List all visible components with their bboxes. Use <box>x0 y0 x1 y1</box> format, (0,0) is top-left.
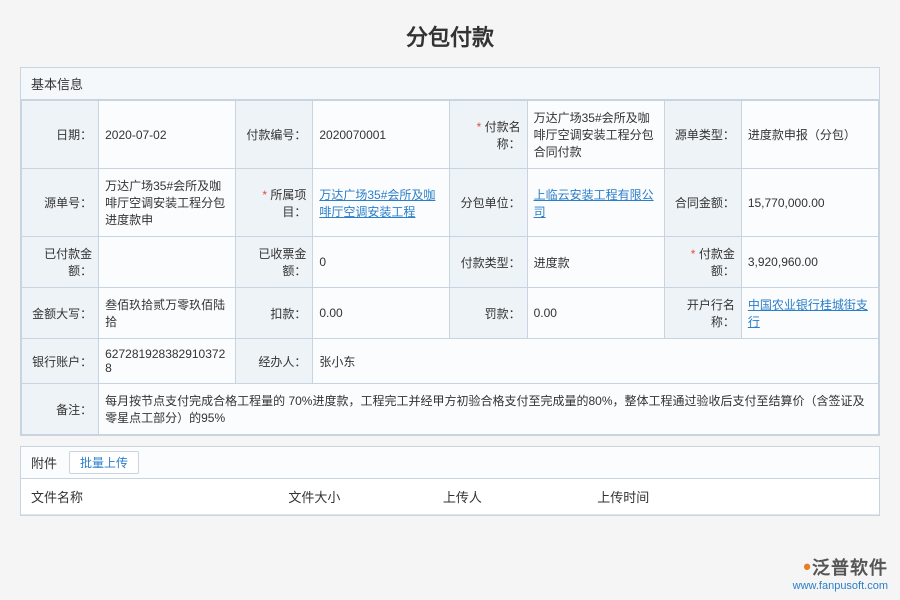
label-bank-name: 开户行名称： <box>664 288 741 339</box>
col-file-size: 文件大小 <box>278 479 432 515</box>
col-upload-time: 上传时间 <box>587 479 879 515</box>
col-uploader: 上传人 <box>433 479 587 515</box>
value-sub-unit[interactable]: 上临云安装工程有限公司 <box>527 169 664 237</box>
label-pay-name: 付款名称： <box>450 101 527 169</box>
value-remark: 每月按节点支付完成合格工程量的 70%进度款，工程完工并经甲方初验合格支付至完成… <box>99 384 879 435</box>
label-bank-acct: 银行账户： <box>22 339 99 384</box>
value-project[interactable]: 万达广场35#会所及咖啡厅空调安装工程 <box>313 169 450 237</box>
value-pay-no: 2020070001 <box>313 101 450 169</box>
label-penalty: 罚款： <box>450 288 527 339</box>
value-penalty: 0.00 <box>527 288 664 339</box>
label-handler: 经办人： <box>236 339 313 384</box>
label-project: 所属项目： <box>236 169 313 237</box>
label-date: 日期： <box>22 101 99 169</box>
label-pay-amt: 付款金额： <box>664 237 741 288</box>
value-deduct: 0.00 <box>313 288 450 339</box>
value-src-no: 万达广场35#会所及咖啡厅空调安装工程分包进度款申 <box>99 169 236 237</box>
basic-info-panel: 基本信息 日期： 2020-07-02 付款编号： 2020070001 付款名… <box>20 67 880 436</box>
value-contract-amt: 15,770,000.00 <box>741 169 878 237</box>
label-remark: 备注： <box>22 384 99 435</box>
label-deduct: 扣款： <box>236 288 313 339</box>
watermark-brand: •泛普软件 <box>793 554 888 580</box>
value-paid-amt <box>99 237 236 288</box>
watermark: •泛普软件 www.fanpusoft.com <box>793 554 888 592</box>
label-invoiced-amt: 已收票金额： <box>236 237 313 288</box>
label-sub-unit: 分包单位： <box>450 169 527 237</box>
basic-info-heading: 基本信息 <box>21 68 879 100</box>
label-src-no: 源单号： <box>22 169 99 237</box>
attachment-table: 文件名称 文件大小 上传人 上传时间 <box>21 479 879 515</box>
label-pay-no: 付款编号： <box>236 101 313 169</box>
attachment-heading: 附件 批量上传 <box>21 447 879 479</box>
label-paid-amt: 已付款金额： <box>22 237 99 288</box>
value-date: 2020-07-02 <box>99 101 236 169</box>
value-invoiced-amt: 0 <box>313 237 450 288</box>
value-pay-type: 进度款 <box>527 237 664 288</box>
value-handler: 张小东 <box>313 339 879 384</box>
basic-info-table: 日期： 2020-07-02 付款编号： 2020070001 付款名称： 万达… <box>21 100 879 435</box>
value-bank-name[interactable]: 中国农业银行桂城街支行 <box>741 288 878 339</box>
value-pay-name: 万达广场35#会所及咖啡厅空调安装工程分包合同付款 <box>527 101 664 169</box>
value-bank-acct: 6272819283829103728 <box>99 339 236 384</box>
label-amount-cn: 金额大写： <box>22 288 99 339</box>
attachment-title: 附件 <box>31 453 57 472</box>
batch-upload-button[interactable]: 批量上传 <box>69 451 139 474</box>
value-pay-amt: 3,920,960.00 <box>741 237 878 288</box>
value-amount-cn: 叁佰玖拾贰万零玖佰陆拾 <box>99 288 236 339</box>
label-pay-type: 付款类型： <box>450 237 527 288</box>
page-title: 分包付款 <box>20 20 880 52</box>
col-file-name: 文件名称 <box>21 479 278 515</box>
label-src-type: 源单类型： <box>664 101 741 169</box>
watermark-url: www.fanpusoft.com <box>793 580 888 592</box>
value-src-type: 进度款申报（分包） <box>741 101 878 169</box>
label-contract-amt: 合同金额： <box>664 169 741 237</box>
attachment-panel: 附件 批量上传 文件名称 文件大小 上传人 上传时间 <box>20 446 880 516</box>
